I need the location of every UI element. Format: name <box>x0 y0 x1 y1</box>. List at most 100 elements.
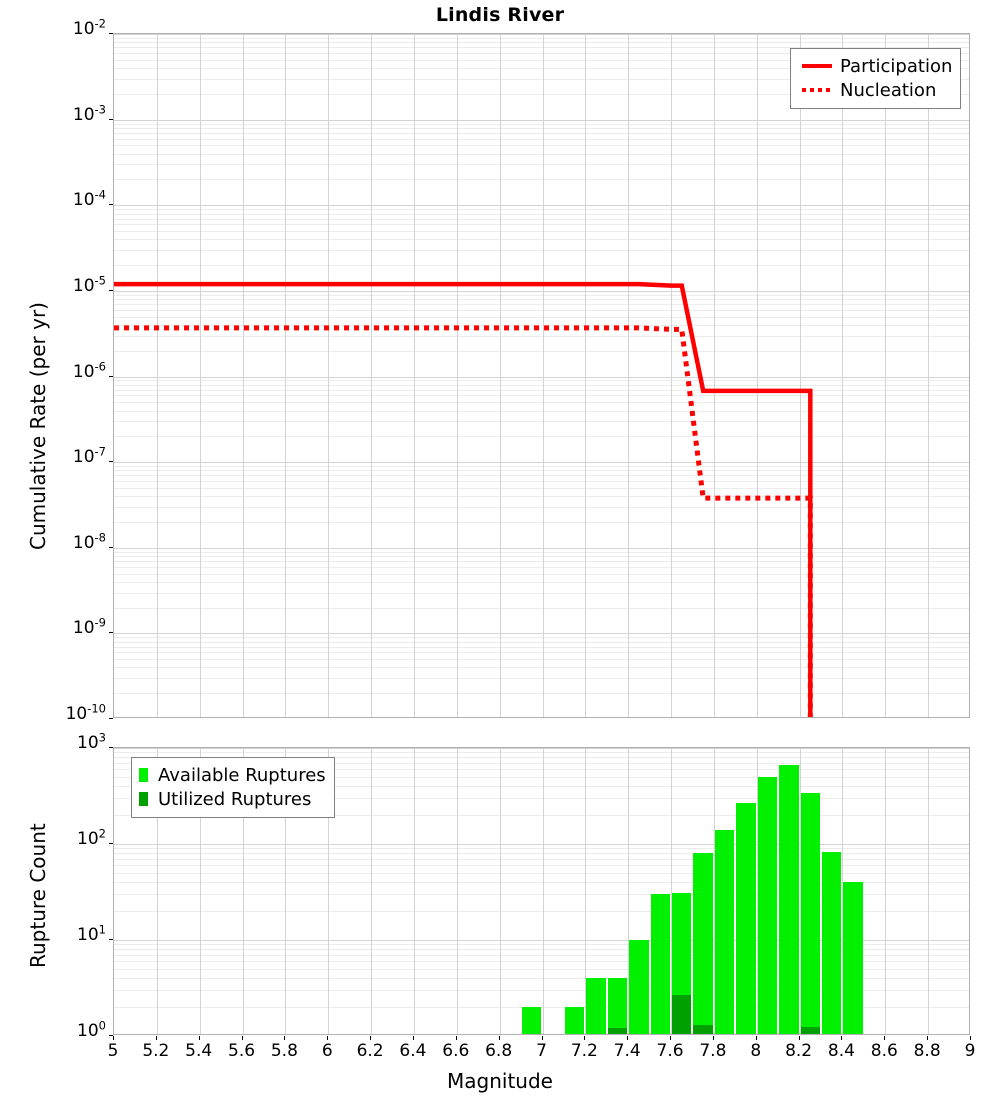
xtick-5-6: 5.6 <box>228 1041 256 1061</box>
ytick-top-1e-5: 10-5 <box>72 273 106 296</box>
bar-available-ruptures <box>800 792 821 1034</box>
legend-label-available-ruptures: Available Ruptures <box>158 764 326 786</box>
ytick-mark <box>109 461 113 462</box>
xtick-mark <box>327 1036 328 1040</box>
legend-item-nucleation: Nucleation <box>798 78 952 102</box>
xtick-mark <box>542 1036 543 1040</box>
bar-available-ruptures <box>736 802 756 1034</box>
xtick-mark <box>584 1036 585 1040</box>
xtick-6-4: 6.4 <box>399 1041 427 1061</box>
xtick-8-8: 8.8 <box>913 1041 941 1061</box>
xtick-mark <box>713 1036 714 1040</box>
ytick-mark <box>109 119 113 120</box>
ytick-mark <box>109 747 113 748</box>
bar-utilized-ruptures <box>693 1025 713 1034</box>
xtick-8-6: 8.6 <box>870 1041 898 1061</box>
xtick-5-4: 5.4 <box>185 1041 213 1061</box>
ytick-top-1e-2: 10-2 <box>72 16 106 39</box>
ytick-top-1e-7: 10-7 <box>72 444 106 468</box>
xtick-mark <box>456 1036 457 1040</box>
xtick-7-8: 7.8 <box>699 1041 727 1061</box>
rupture-bars <box>114 748 969 1034</box>
ytick-bottom-1e1: 101 <box>77 922 106 945</box>
bar-available-ruptures <box>822 852 842 1034</box>
participation-line-icon <box>798 56 836 76</box>
ytick-bottom-1e3: 103 <box>77 730 106 753</box>
xtick-mark <box>884 1036 885 1040</box>
top-axis-y-label: Cumulative Rate (per yr) <box>26 302 50 550</box>
xtick-mark <box>799 1036 800 1040</box>
ytick-top-1e-9: 10-9 <box>72 615 106 639</box>
xtick-8-2: 8.2 <box>785 1041 813 1061</box>
mfd-curves <box>114 281 813 717</box>
ytick-mark <box>109 290 113 291</box>
xtick-mark <box>199 1036 200 1040</box>
xtick-7-6: 7.6 <box>656 1041 684 1061</box>
xtick-mark <box>242 1036 243 1040</box>
xtick-7-4: 7.4 <box>613 1041 641 1061</box>
ytick-mark <box>109 632 113 633</box>
bottom-plot-legend: Available Ruptures Utilized Ruptures <box>131 757 335 818</box>
utilized-ruptures-swatch-icon <box>139 792 155 806</box>
ytick-mark <box>109 376 113 377</box>
xtick-5-8: 5.8 <box>270 1041 298 1061</box>
legend-item-available-ruptures: Available Ruptures <box>139 763 326 787</box>
ytick-bottom-1e0: 100 <box>77 1018 106 1041</box>
bar-utilized-ruptures <box>800 1026 821 1034</box>
xtick-6-6: 6.6 <box>442 1041 470 1061</box>
ytick-top-1e-3: 10-3 <box>72 101 106 125</box>
bar-available-ruptures <box>843 882 863 1034</box>
legend-label-participation: Participation <box>840 55 953 77</box>
bar-available-ruptures <box>757 776 778 1034</box>
xtick-mark <box>499 1036 500 1040</box>
xtick-5-2: 5.2 <box>142 1041 170 1061</box>
top-plot-legend: Participation Nucleation <box>790 48 962 109</box>
ytick-mark <box>109 843 113 844</box>
page-title: Lindis River <box>435 4 565 26</box>
x-axis-label: Magnitude <box>447 1069 553 1093</box>
legend-label-nucleation: Nucleation <box>840 79 937 101</box>
xtick-5: 5 <box>107 1041 119 1061</box>
cumulative-rate-plot <box>113 33 970 718</box>
xtick-mark <box>156 1036 157 1040</box>
bar-available-ruptures <box>586 978 606 1034</box>
bar-available-ruptures <box>522 1007 542 1034</box>
xtick-6: 6 <box>321 1041 333 1061</box>
legend-item-participation: Participation <box>798 54 952 78</box>
bar-utilized-ruptures <box>672 994 692 1034</box>
bar-available-ruptures <box>650 894 671 1034</box>
ytick-top-1e-6: 10-6 <box>72 358 106 382</box>
bar-available-ruptures <box>693 853 713 1034</box>
available-ruptures-swatch-icon <box>139 768 155 782</box>
xtick-9: 9 <box>964 1041 976 1061</box>
xtick-mark <box>413 1036 414 1040</box>
xtick-mark <box>927 1036 928 1040</box>
xtick-mark <box>756 1036 757 1040</box>
xtick-mark <box>670 1036 671 1040</box>
xtick-mark <box>627 1036 628 1040</box>
xtick-7-2: 7.2 <box>570 1041 598 1061</box>
bar-available-ruptures <box>564 1007 585 1034</box>
nucleation-line-icon <box>798 80 836 100</box>
xtick-7: 7 <box>536 1041 547 1061</box>
ytick-top-1e-4: 10-4 <box>72 187 106 211</box>
xtick-6-8: 6.8 <box>485 1041 513 1061</box>
bar-available-ruptures <box>714 829 735 1034</box>
xtick-mark <box>284 1036 285 1040</box>
xtick-8: 8 <box>750 1041 762 1061</box>
bar-available-ruptures <box>607 978 628 1034</box>
ytick-mark <box>109 547 113 548</box>
xtick-mark <box>370 1036 371 1040</box>
ytick-bottom-1e2: 102 <box>77 826 106 849</box>
ytick-mark <box>109 204 113 205</box>
xtick-mark <box>970 1036 971 1040</box>
xtick-8-4: 8.4 <box>827 1041 855 1061</box>
xtick-6-2: 6.2 <box>356 1041 384 1061</box>
ytick-top-1e-8: 10-8 <box>72 530 106 553</box>
ytick-mark <box>109 939 113 940</box>
legend-label-utilized-ruptures: Utilized Ruptures <box>158 788 312 810</box>
ytick-mark <box>109 718 113 719</box>
ytick-mark <box>109 33 113 34</box>
xtick-mark <box>113 1036 114 1040</box>
